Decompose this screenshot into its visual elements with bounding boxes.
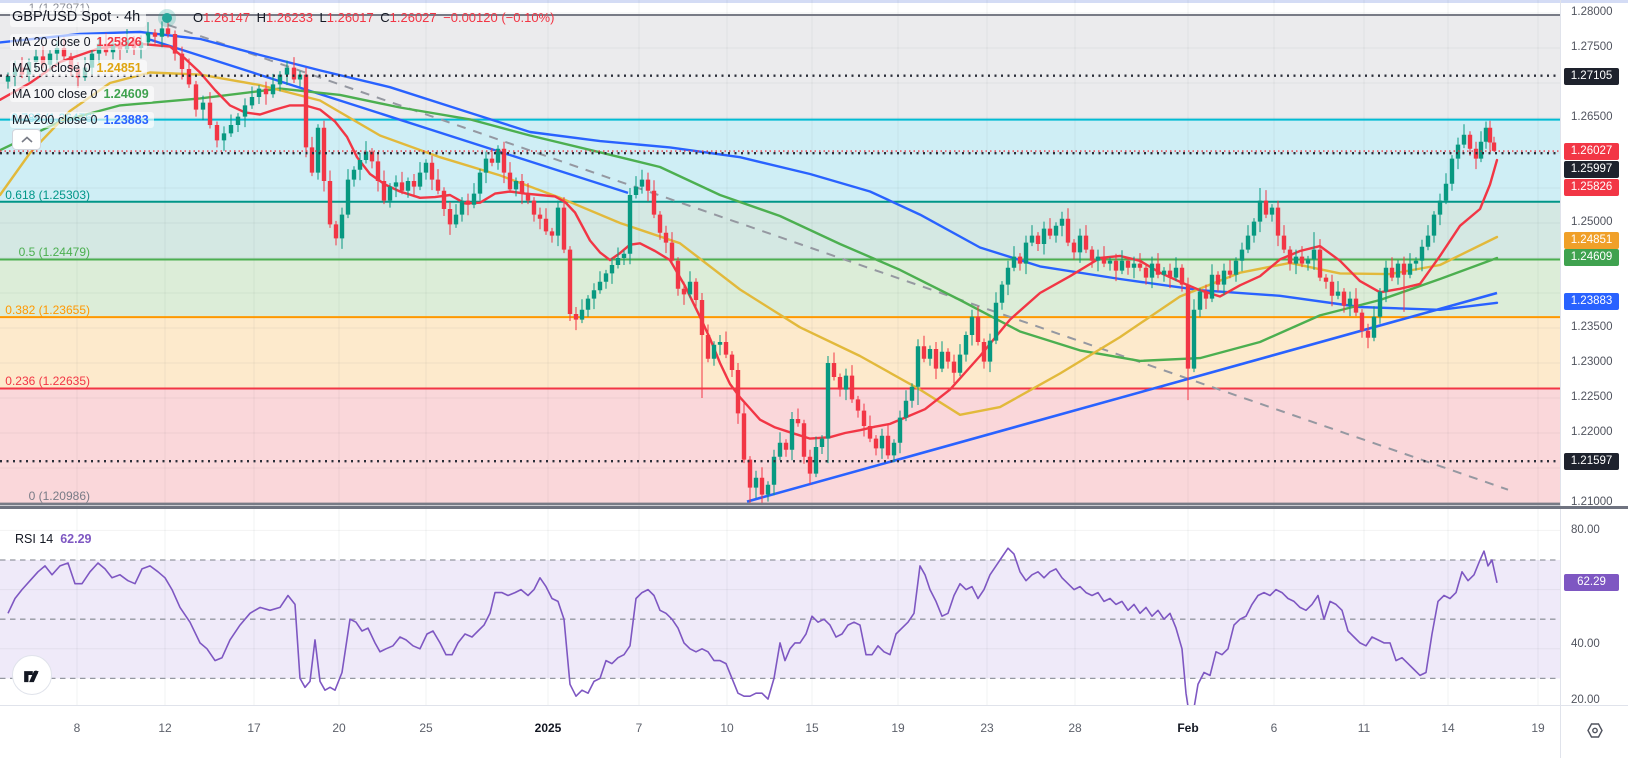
- ma50-line[interactable]: [0, 71, 1499, 416]
- ma-legend-row[interactable]: MA 200 close 0 1.23883: [10, 112, 154, 128]
- price-axis-label: 1.23500: [1571, 321, 1613, 333]
- time-axis-label: 10: [720, 721, 734, 735]
- ma-legend-row[interactable]: MA 20 close 0 1.25826: [10, 34, 147, 50]
- ohlc-value: 1.26147: [203, 10, 257, 25]
- price-axis-label: 1.23000: [1571, 356, 1613, 368]
- time-axis-separator: [0, 705, 1628, 706]
- price-badge: 1.25826: [1564, 178, 1619, 196]
- price-badge: 62.29: [1564, 573, 1619, 591]
- price-badge: 1.25997: [1564, 160, 1619, 178]
- chevron-up-icon: [20, 135, 33, 143]
- market-status-dot-icon[interactable]: [162, 13, 172, 23]
- ma-label: MA 200 close 0: [12, 113, 98, 127]
- time-axis-label: 8: [73, 721, 81, 735]
- price-axis-label: 1.22500: [1571, 391, 1613, 403]
- time-axis-label: 7: [635, 721, 643, 735]
- rsi-label: RSI: [15, 532, 36, 546]
- ohlc-value: 1.26233: [266, 10, 320, 25]
- symbol-separator: ·: [115, 9, 120, 25]
- time-axis-label: 2025: [534, 721, 562, 735]
- price-badge: 1.24851: [1564, 231, 1619, 249]
- ma-value: 1.25826: [96, 35, 142, 49]
- price-axis-label: 1.25000: [1571, 216, 1613, 228]
- fib-band-0.382: [0, 317, 1560, 389]
- ma-value: 1.23883: [103, 113, 149, 127]
- symbol-name: GBP/USD Spot: [12, 9, 112, 25]
- price-badge: 1.27105: [1564, 67, 1619, 85]
- fib-label: 0.618 (1.25303): [5, 188, 90, 202]
- price-axis-label: 1.22000: [1571, 426, 1613, 438]
- legend-collapse-button[interactable]: [12, 129, 41, 150]
- symbol-interval[interactable]: 4h: [124, 9, 141, 25]
- ma-label: MA 50 close 0: [12, 61, 91, 75]
- time-axis-label: 23: [980, 721, 994, 735]
- ohlc-value: 1.26027: [389, 10, 444, 25]
- price-badge: 1.21597: [1564, 452, 1619, 470]
- fib-band-0.786: [0, 119, 1560, 202]
- rsi-value: 62.29: [60, 532, 92, 546]
- time-axis-label: 19: [891, 721, 905, 735]
- time-axis-label: Feb: [1177, 721, 1199, 735]
- pane-separator[interactable]: [0, 506, 1628, 509]
- time-axis-label: 17: [247, 721, 261, 735]
- price-badge: 1.24609: [1564, 248, 1619, 266]
- rsi-period: 14: [39, 532, 54, 546]
- rsi-legend[interactable]: RSI 14 62.29: [10, 531, 97, 547]
- ma-label: MA 100 close 0: [12, 87, 98, 101]
- tradingview-logo[interactable]: [12, 655, 52, 695]
- time-axis-label: 14: [1441, 721, 1455, 735]
- time-axis-label: 15: [805, 721, 819, 735]
- price-axis-border: [1560, 0, 1561, 758]
- price-axis-label: 20.00: [1571, 694, 1600, 706]
- rsi-line[interactable]: [7, 547, 1498, 705]
- ohlc-key: H: [256, 10, 267, 25]
- time-axis-label: 12: [158, 721, 172, 735]
- ohlc-key: C: [380, 10, 390, 25]
- ohlc-key: O: [193, 10, 204, 25]
- price-badge: 1.23883: [1564, 292, 1619, 310]
- fib-band-0.5: [0, 259, 1560, 318]
- price-axis-label: 1.26500: [1571, 111, 1613, 123]
- descending-dashed-trendline[interactable]: [167, 23, 1509, 491]
- fib-label: 0.382 (1.23655): [5, 303, 90, 317]
- time-axis-label: 11: [1357, 721, 1371, 735]
- ohlc-value: 1.26017: [326, 10, 381, 25]
- ma-label: MA 20 close 0: [12, 35, 91, 49]
- ma-value: 1.24851: [96, 61, 142, 75]
- price-axis-label: 1.21000: [1571, 496, 1613, 508]
- top-strip: [0, 0, 1628, 3]
- time-axis-label: 6: [1270, 721, 1278, 735]
- ma-value: 1.24609: [103, 87, 149, 101]
- symbol-title[interactable]: GBP/USD Spot · 4h: [10, 8, 147, 27]
- price-badge: 1.26027: [1564, 142, 1619, 160]
- descending-blue-trendline[interactable]: [149, 38, 629, 195]
- time-axis-label: 25: [419, 721, 433, 735]
- fib-label: 0.236 (1.22635): [5, 374, 90, 388]
- fib-label: 0.5 (1.24479): [18, 245, 90, 259]
- price-axis-label: 40.00: [1571, 638, 1600, 650]
- price-axis-label: 80.00: [1571, 524, 1600, 536]
- change-value: −0.00120 (−0.10%): [443, 10, 555, 25]
- ohlc-values: O1.26147 H1.26233 L1.26017 C1.26027 −0.0…: [193, 10, 554, 25]
- time-axis-label: 28: [1068, 721, 1082, 735]
- price-axis-label: 1.28000: [1571, 6, 1613, 18]
- time-axis-label: 20: [332, 721, 346, 735]
- ma-legend-row[interactable]: MA 50 close 0 1.24851: [10, 60, 147, 76]
- price-axis-label: 1.27500: [1571, 41, 1613, 53]
- ohlc-key: L: [319, 10, 327, 25]
- tradingview-logo-icon: [24, 670, 39, 683]
- chart-canvas[interactable]: [0, 0, 1560, 705]
- fib-band-1: [0, 15, 1560, 120]
- time-axis-label: 19: [1531, 721, 1545, 735]
- axis-settings-icon[interactable]: [1586, 722, 1604, 744]
- fib-label: 0 (1.20986): [28, 489, 90, 503]
- ma-legend-row[interactable]: MA 100 close 0 1.24609: [10, 86, 154, 102]
